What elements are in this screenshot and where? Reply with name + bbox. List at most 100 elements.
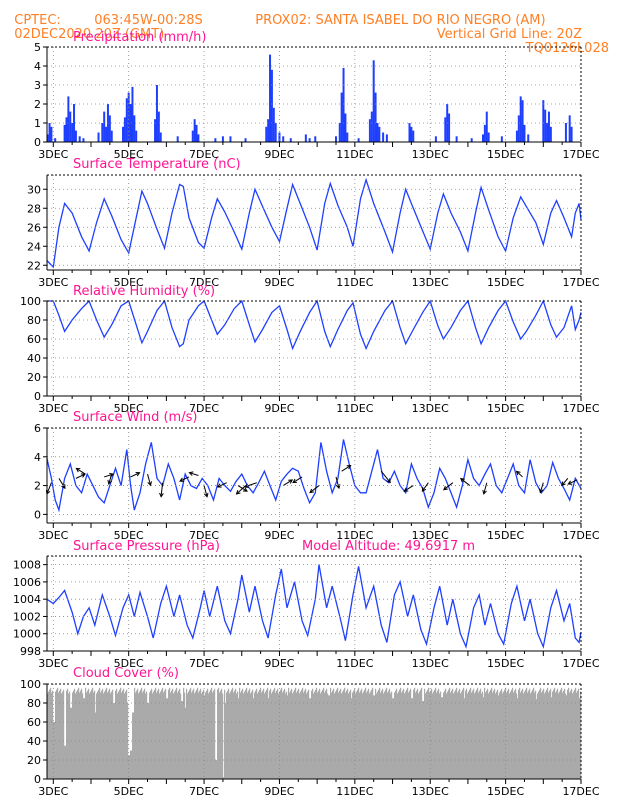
cloud-column — [431, 688, 433, 779]
cloud-column — [243, 693, 245, 779]
cloud-column — [304, 690, 306, 779]
cloud-column — [61, 693, 63, 779]
cloud-column — [68, 693, 70, 779]
cloud-column — [474, 693, 476, 779]
rh-xtick-label: 3DEC — [38, 402, 68, 415]
cloud-column — [409, 690, 411, 779]
cloud-column — [164, 690, 166, 779]
cloud-column — [180, 693, 182, 779]
cloud-column — [519, 687, 521, 779]
cloud-column — [245, 689, 247, 779]
cloud-column — [303, 692, 305, 779]
cloud-column — [321, 691, 323, 779]
cloud-column — [368, 688, 370, 779]
cloud-column — [135, 692, 137, 779]
cloud-column — [213, 690, 215, 779]
cloud-column — [426, 691, 428, 779]
cloud-column — [114, 703, 116, 779]
cloud-column — [70, 707, 72, 779]
temp-ytick-label: 28 — [27, 202, 41, 215]
precip-ytick-label: 0 — [34, 136, 41, 149]
temp-ytick-label: 22 — [27, 259, 41, 272]
cloud-column — [141, 687, 143, 779]
wind-arrow-shaft — [217, 482, 227, 488]
cloud-column — [465, 690, 467, 779]
cloud-column — [434, 689, 436, 779]
cloud-column — [274, 687, 276, 779]
wind-arrow-head — [188, 471, 194, 476]
precip-bar — [340, 92, 343, 142]
wind-arrow-head — [107, 479, 112, 485]
cloud-column — [392, 698, 394, 779]
wind-arrow-head — [459, 477, 465, 483]
wind-arrow-shaft — [483, 482, 488, 495]
cloud-column — [329, 695, 331, 779]
pres-xtick-label: 15DEC — [487, 657, 524, 670]
cloud-column — [372, 687, 374, 779]
cloud-column — [111, 691, 113, 779]
precip-bar — [127, 92, 130, 142]
cloud-column — [362, 693, 364, 779]
cloud-column — [396, 688, 398, 779]
precip-bar — [500, 136, 503, 142]
temp-xtick-label: 5DEC — [114, 276, 144, 289]
wind-arrow-shaft — [282, 479, 293, 487]
cloud-column — [575, 687, 577, 779]
cloud-column — [482, 691, 484, 779]
cloud-column — [447, 691, 449, 779]
cloud-column — [255, 690, 257, 779]
cloud-column — [131, 750, 133, 779]
wind-arrow-head — [386, 478, 391, 484]
wind-arrow-shaft — [309, 485, 320, 493]
cloud-column — [259, 689, 261, 779]
wind-arrow-head — [147, 481, 152, 487]
cloud-column — [200, 688, 202, 779]
wind-arrow-shaft — [568, 479, 578, 485]
cloud-column — [196, 689, 198, 779]
cloud-column — [360, 690, 362, 779]
cloud-column — [238, 698, 240, 779]
cloud-column — [427, 689, 429, 779]
cloud-column — [420, 689, 422, 779]
wind-arrow-head — [292, 478, 298, 484]
precip-bar — [54, 138, 57, 142]
wind-xtick-label: 17DEC — [562, 529, 599, 542]
cloud-column — [382, 688, 384, 779]
cloud-column — [265, 691, 267, 779]
cloud-column — [333, 688, 335, 779]
cloud-column — [202, 691, 204, 779]
cloud-column — [570, 690, 572, 779]
wind-arrow-head — [61, 484, 66, 490]
cloud-column — [390, 693, 392, 779]
cloud-column — [377, 691, 379, 779]
cloud-column — [381, 690, 383, 779]
cloud-column — [290, 690, 292, 779]
rh-xtick-label: 7DEC — [189, 402, 219, 415]
cloud-column — [257, 693, 259, 779]
cloud-column — [136, 690, 138, 779]
cloud-column — [66, 690, 68, 779]
temp-line — [46, 177, 582, 269]
cloud-column — [87, 690, 89, 779]
cloud-column — [463, 687, 465, 779]
cloud-column — [512, 687, 514, 779]
cloud-column — [105, 689, 107, 779]
cloud-column — [403, 688, 405, 779]
cloud-column — [340, 688, 342, 779]
cloud-column — [291, 688, 293, 779]
cloud-column — [125, 691, 127, 779]
cloud-column — [172, 688, 174, 779]
wind-arrow-shaft — [58, 478, 66, 489]
cloud-column — [413, 689, 415, 779]
cloud-column — [219, 692, 221, 779]
pres-xtick-label: 9DEC — [264, 657, 294, 670]
wind-ytick-label: 4 — [34, 451, 41, 464]
cloud-column — [56, 689, 58, 779]
cloud-column — [101, 690, 103, 779]
cloud-column — [508, 688, 510, 779]
cloud-column — [401, 692, 403, 779]
cloud-column — [300, 691, 302, 779]
precip-bar — [314, 136, 317, 142]
cloud-column — [195, 691, 197, 779]
cloud-column — [432, 693, 434, 779]
